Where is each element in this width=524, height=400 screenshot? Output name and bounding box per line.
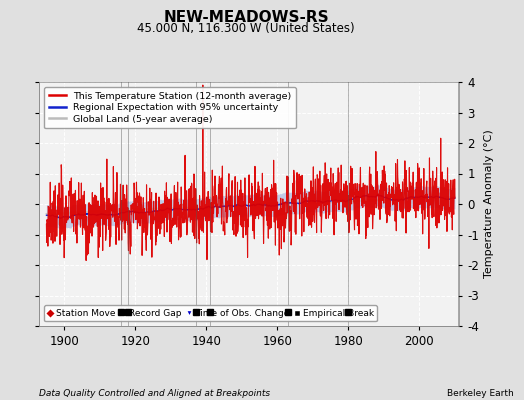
Text: Data Quality Controlled and Aligned at Breakpoints: Data Quality Controlled and Aligned at B…: [39, 389, 270, 398]
Legend: Station Move, Record Gap, Time of Obs. Change, Empirical Break: Station Move, Record Gap, Time of Obs. C…: [44, 305, 377, 322]
Text: NEW-MEADOWS-RS: NEW-MEADOWS-RS: [163, 10, 329, 25]
Text: 45.000 N, 116.300 W (United States): 45.000 N, 116.300 W (United States): [137, 22, 355, 35]
Text: Berkeley Earth: Berkeley Earth: [447, 389, 514, 398]
Y-axis label: Temperature Anomaly (°C): Temperature Anomaly (°C): [484, 130, 494, 278]
